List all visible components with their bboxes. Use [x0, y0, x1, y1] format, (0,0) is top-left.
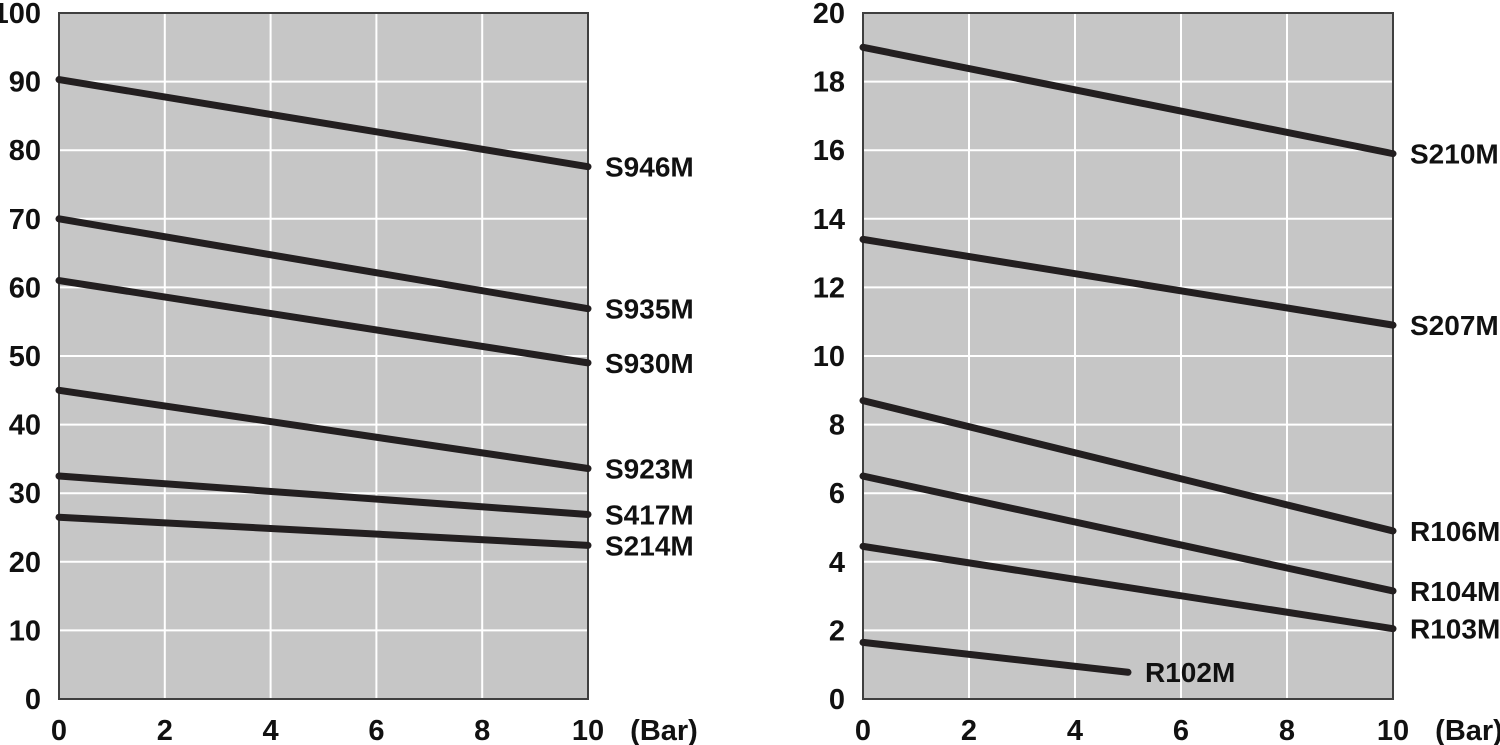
- series-label-R102M: R102M: [1145, 657, 1235, 688]
- y-tick-label: 30: [9, 478, 41, 510]
- y-tick-label: 60: [9, 272, 41, 304]
- chart-right: S210M S207M R106M R104M R103M R102M 0 2 4 6 8 10 12 1…: [813, 0, 1500, 745]
- y-tick-label: 40: [9, 410, 41, 442]
- series-line-R103M: [859, 542, 1397, 633]
- y-tick-label: 0: [25, 684, 41, 716]
- series-label-R104M: R104M: [1410, 576, 1500, 607]
- series-label-S210M: S210M: [1410, 139, 1499, 170]
- y-tick-label: 2: [829, 615, 845, 647]
- x-tick-label: 10: [1377, 715, 1409, 745]
- y-tick-label: 10: [9, 615, 41, 647]
- series-label-S214M: S214M: [605, 530, 694, 561]
- y-tick-label: 18: [813, 67, 845, 99]
- series-label-S417M: S417M: [605, 499, 694, 530]
- y-tick-label: 4: [829, 547, 845, 579]
- x-tick-label: 4: [1067, 715, 1083, 745]
- series-line-R106M: [859, 397, 1397, 535]
- series-label-R106M: R106M: [1410, 516, 1500, 547]
- y-tick-label: 100: [0, 0, 41, 30]
- series-label-S946M: S946M: [605, 152, 694, 183]
- x-tick-label: 2: [961, 715, 977, 745]
- series-line-S210M: [859, 43, 1397, 158]
- series-line-R102M: [859, 638, 1132, 676]
- y-tick-label: 70: [9, 204, 41, 236]
- y-tick-label: 14: [813, 204, 845, 236]
- x-tick-label: 0: [855, 715, 871, 745]
- series-line-S930M: [55, 277, 592, 367]
- series-label-S930M: S930M: [605, 348, 694, 379]
- y-tick-label: 20: [9, 547, 41, 579]
- x-tick-label: 6: [1173, 715, 1189, 745]
- series-line-S923M: [55, 386, 592, 473]
- y-tick-label: 12: [813, 272, 845, 304]
- series-line-S214M: [55, 513, 592, 549]
- x-tick-label: 10: [572, 715, 604, 745]
- x-tick-label: 2: [157, 715, 173, 745]
- plot-border: [862, 12, 1394, 700]
- plot-border: [58, 12, 589, 700]
- series-line-S946M: [55, 76, 592, 171]
- series-line-R104M: [859, 472, 1397, 595]
- y-tick-label: 20: [813, 0, 845, 30]
- series-label-R103M: R103M: [1410, 614, 1500, 645]
- series-label-S935M: S935M: [605, 294, 694, 325]
- series-line-S417M: [55, 472, 592, 518]
- x-axis-unit-label: (Bar): [630, 715, 698, 745]
- y-tick-label: 10: [813, 341, 845, 373]
- y-tick-label: 80: [9, 135, 41, 167]
- x-tick-label: 8: [474, 715, 490, 745]
- y-tick-label: 0: [829, 684, 845, 716]
- x-tick-label: 0: [51, 715, 67, 745]
- x-axis-unit-label: (Bar): [1435, 715, 1500, 745]
- series-line-S207M: [859, 235, 1397, 329]
- y-tick-label: 8: [829, 410, 845, 442]
- y-tick-label: 50: [9, 341, 41, 373]
- y-tick-label: 16: [813, 135, 845, 167]
- series-label-S207M: S207M: [1410, 310, 1499, 341]
- series-line-S935M: [55, 215, 592, 313]
- series-label-S923M: S923M: [605, 454, 694, 485]
- x-tick-label: 4: [263, 715, 279, 745]
- x-tick-label: 6: [368, 715, 384, 745]
- x-tick-label: 8: [1279, 715, 1295, 745]
- y-tick-label: 6: [829, 478, 845, 510]
- y-tick-label: 90: [9, 67, 41, 99]
- chart-left: S946MS935MS930MS923MS417MS214M0102030405…: [0, 0, 698, 745]
